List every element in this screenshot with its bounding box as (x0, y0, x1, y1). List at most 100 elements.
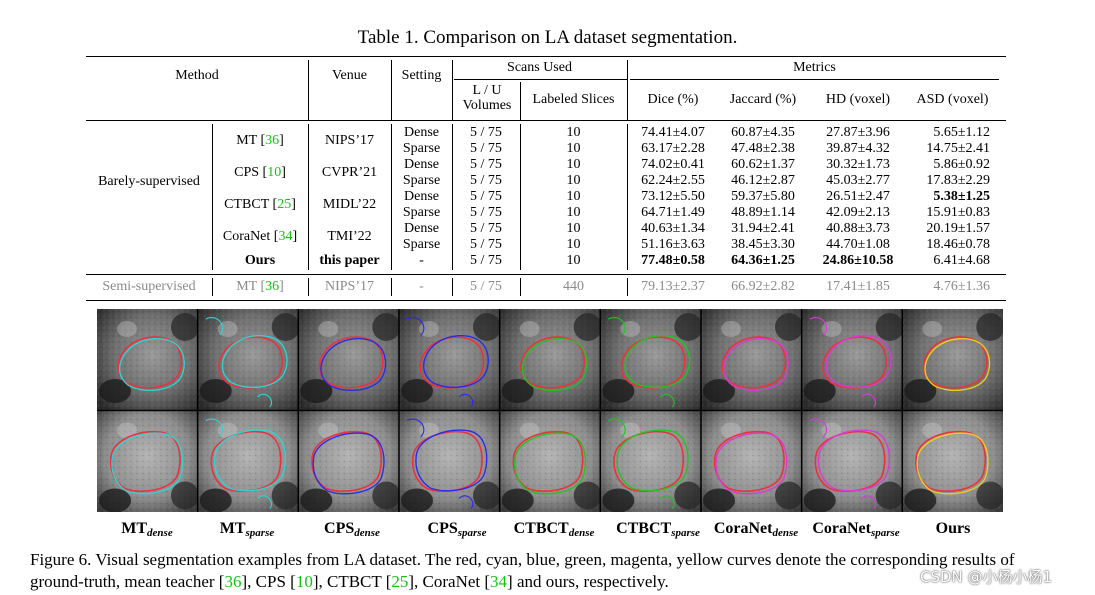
citation-link[interactable]: 10 (295, 572, 313, 591)
method-mt-semi: MT [36] (236, 279, 284, 294)
label-sub: dense (772, 527, 799, 539)
cell-asd: 20.19±1.57 (926, 221, 990, 236)
venue-ours: this paper (319, 253, 380, 268)
header-lu-volumes: L / U Volumes (462, 83, 512, 113)
figure-label-coranet-sparse: CoraNetsparse (806, 520, 906, 539)
cell-asd: 4.76±1.36 (933, 279, 990, 294)
label-main: CPS (427, 520, 458, 537)
prediction-contour (817, 429, 890, 492)
header-dice: Dice (%) (647, 92, 699, 107)
citation-link[interactable]: 25 (277, 197, 292, 212)
label-sub: sparse (671, 527, 700, 539)
segmentation-tile (801, 309, 904, 411)
header-setting: Setting (401, 68, 442, 83)
vrule-setting (452, 60, 453, 120)
cell-lu: 5 / 75 (470, 157, 502, 172)
cell-slices: 10 (566, 189, 581, 204)
cell-setting: Sparse (402, 205, 441, 220)
cell-dice: 40.63±1.34 (641, 221, 705, 236)
venue-mt: NIPS’17 (324, 133, 374, 148)
cell-slices: 10 (566, 253, 581, 268)
prediction-contour (521, 337, 588, 392)
cell-jaccard: 38.45±3.30 (731, 237, 795, 252)
prediction-fragment (205, 418, 273, 509)
figure-label-ours: Ours (903, 520, 1003, 538)
header-asd: ASD (voxel) (916, 92, 989, 107)
cell-dice: 73.12±5.50 (641, 189, 705, 204)
method-coranet: CoraNet [34] (222, 229, 298, 244)
table-top-rule (86, 56, 1006, 57)
citation-link[interactable]: 36 (224, 572, 242, 591)
segmentation-tile (801, 410, 904, 512)
vrule-method (308, 60, 309, 120)
citation-link[interactable]: 36 (265, 133, 280, 148)
body-rule (86, 274, 1006, 275)
citation-link[interactable]: 34 (490, 572, 508, 591)
cell-jaccard: 60.87±4.35 (731, 125, 795, 140)
prediction-fragment (205, 317, 273, 408)
vrule-semi-lu (520, 278, 521, 296)
prediction-contour (916, 432, 989, 495)
label-sub: sparse (245, 527, 275, 539)
cell-lu: 5 / 75 (470, 237, 502, 252)
prediction-fragment (608, 317, 675, 408)
cell-jaccard: 47.48±2.38 (731, 141, 795, 156)
prediction-contour (320, 337, 387, 392)
prediction-fragment (809, 317, 877, 408)
caption-text: ] and ours, respectively. (507, 572, 669, 591)
figure-caption: Figure 6. Visual segmentation examples f… (30, 549, 1070, 593)
cell-slices: 10 (566, 141, 581, 156)
header-venue: Venue (332, 68, 367, 83)
prediction-fragment (406, 418, 474, 509)
prediction-fragment (809, 418, 877, 509)
segmentation-tile (298, 309, 401, 411)
cell-hd: 30.32±1.73 (826, 157, 890, 172)
figure-label-coranet-dense: CoraNetdense (706, 520, 806, 539)
cell-dice: 63.17±2.28 (641, 141, 705, 156)
cell-jaccard: 48.89±1.14 (731, 205, 795, 220)
cell-asd: 5.65±1.12 (933, 125, 990, 140)
cell-jaccard: 31.94±2.41 (731, 221, 795, 236)
scans-used-underline (454, 79, 627, 80)
method-mt: MT [36] (236, 133, 284, 148)
cell-dice: 79.13±2.37 (641, 279, 705, 294)
vrule-semi-group (212, 278, 213, 296)
cell-asd: 15.91±0.83 (926, 205, 990, 220)
citation-link[interactable]: 36 (265, 279, 280, 294)
citation-link[interactable]: 10 (267, 165, 282, 180)
cell-setting: Dense (404, 157, 439, 172)
segmentation-image-grid (97, 309, 1003, 512)
caption-text: Figure 6. Visual segmentation examples f… (30, 550, 1015, 591)
segmentation-tile (197, 410, 300, 512)
label-main: CoraNet (812, 520, 871, 537)
citation-link[interactable]: 34 (278, 229, 293, 244)
vrule-body-venue (391, 124, 392, 270)
cell-setting: Sparse (402, 173, 441, 188)
vrule-venue (391, 60, 392, 120)
caption-text: ], CPS [ (241, 572, 296, 591)
venue-cps: CVPR’21 (321, 165, 378, 180)
segmentation-tile (399, 410, 501, 512)
label-main: MT (219, 520, 246, 537)
header-bottom-rule (86, 120, 1006, 121)
metrics-underline (630, 79, 999, 80)
cell-asd: 14.75±2.41 (926, 141, 990, 156)
segmentation-tile (499, 410, 602, 512)
cell-asd-best: 5.38±1.25 (933, 189, 990, 204)
vrule-semi-venue (391, 278, 392, 296)
cell-dice: 51.16±3.63 (641, 237, 705, 252)
segmentation-tile (399, 309, 501, 411)
label-sub: dense (147, 527, 173, 539)
cell-dice: 74.02±0.41 (641, 157, 705, 172)
prediction-contour (213, 429, 286, 492)
citation-link[interactable]: 25 (391, 572, 409, 591)
label-sub: dense (354, 527, 380, 539)
method-ctbct: CTBCT [25] (224, 197, 296, 212)
cell-lu: 5 / 75 (470, 125, 502, 140)
prediction-fragment (406, 317, 474, 408)
prediction-contour (924, 337, 991, 392)
method-name: CPS (234, 165, 260, 180)
cell-slices: 10 (566, 173, 581, 188)
label-sub: sparse (870, 527, 900, 539)
segmentation-tile (600, 309, 703, 411)
